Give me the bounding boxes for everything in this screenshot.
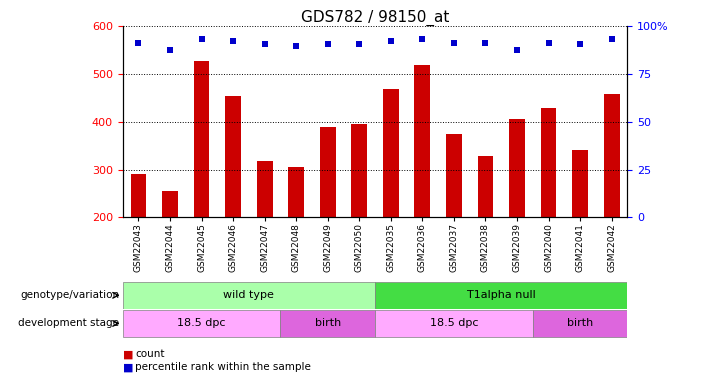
Bar <box>572 150 588 217</box>
Text: birth: birth <box>315 318 341 328</box>
Bar <box>509 120 525 218</box>
Bar <box>375 282 627 309</box>
Text: count: count <box>135 350 165 359</box>
Bar <box>123 310 280 337</box>
Bar <box>225 96 241 218</box>
Bar <box>130 174 147 217</box>
Text: ■: ■ <box>123 363 133 372</box>
Bar <box>533 310 627 337</box>
Bar <box>414 64 430 218</box>
Bar <box>288 167 304 217</box>
Bar <box>383 89 399 218</box>
Text: 18.5 dpc: 18.5 dpc <box>177 318 226 328</box>
Text: percentile rank within the sample: percentile rank within the sample <box>135 363 311 372</box>
Text: ■: ■ <box>123 350 133 359</box>
Bar <box>193 61 210 217</box>
Bar <box>604 94 620 218</box>
Bar <box>351 124 367 218</box>
Text: genotype/variation: genotype/variation <box>20 290 119 300</box>
Bar <box>280 310 375 337</box>
Text: wild type: wild type <box>224 290 274 300</box>
Bar <box>162 191 178 217</box>
Bar <box>477 156 494 218</box>
Text: T1alpha null: T1alpha null <box>467 290 536 300</box>
Text: 18.5 dpc: 18.5 dpc <box>430 318 478 328</box>
Bar <box>375 310 533 337</box>
Title: GDS782 / 98150_at: GDS782 / 98150_at <box>301 10 449 26</box>
Text: birth: birth <box>567 318 593 328</box>
Bar <box>320 127 336 218</box>
Bar <box>123 282 375 309</box>
Bar <box>257 161 273 218</box>
Bar <box>540 108 557 218</box>
Bar <box>446 134 462 218</box>
Text: development stage: development stage <box>18 318 119 328</box>
